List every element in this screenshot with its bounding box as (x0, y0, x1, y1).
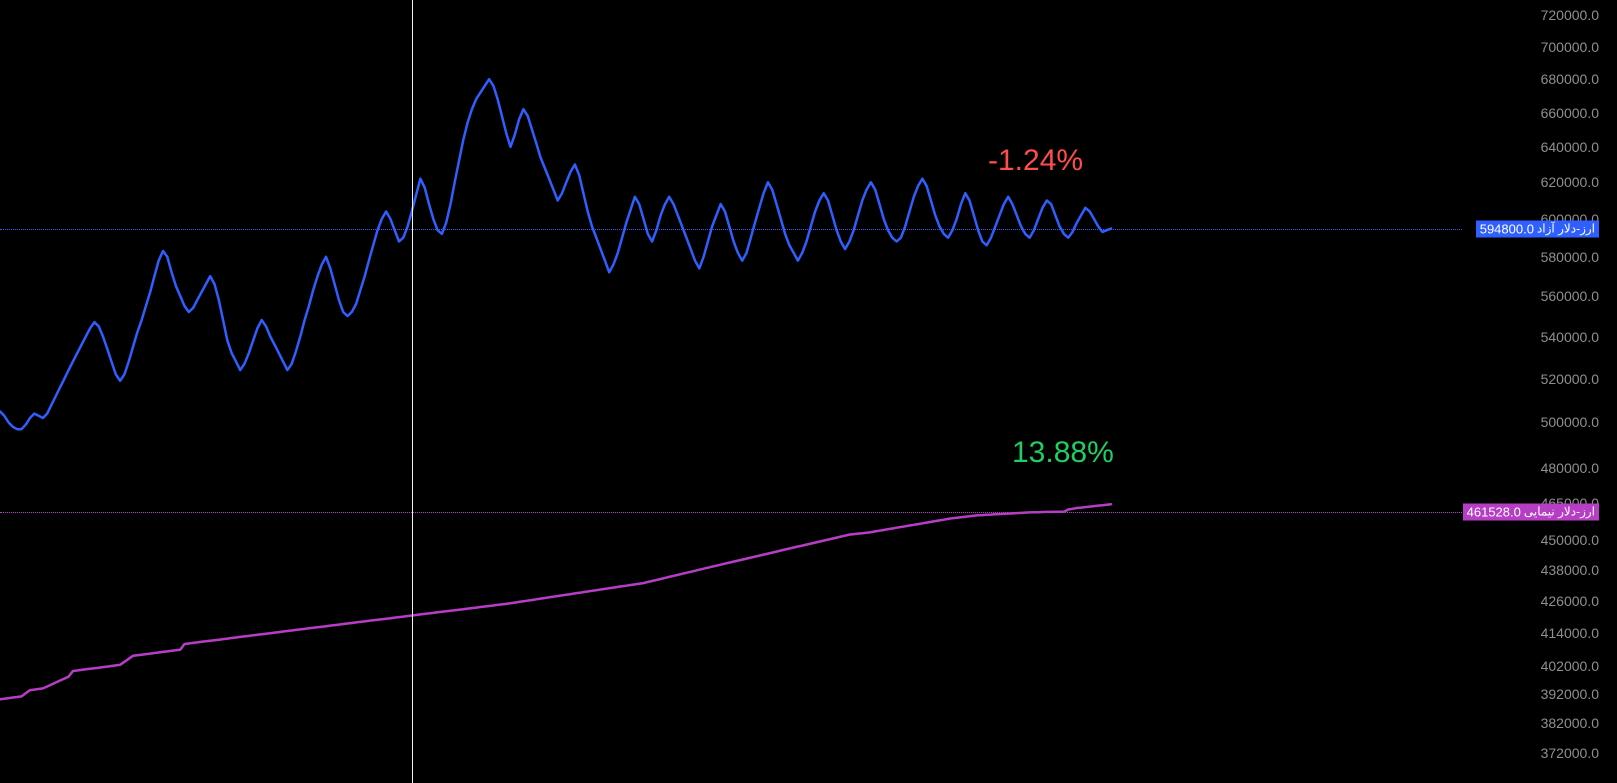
crosshair-vertical (412, 0, 413, 783)
y-tick: 414000.0 (1541, 625, 1599, 641)
y-tick: 426000.0 (1541, 593, 1599, 609)
y-tick: 580000.0 (1541, 249, 1599, 265)
last-price-line-usd-free (0, 229, 1462, 230)
y-tick: 620000.0 (1541, 174, 1599, 190)
y-tick: 480000.0 (1541, 460, 1599, 476)
price-tag-usd-nima: ارز-دلار نیمایی 461528.0 (1463, 503, 1599, 520)
y-tick: 520000.0 (1541, 371, 1599, 387)
y-tick: 660000.0 (1541, 105, 1599, 121)
y-tick: 382000.0 (1541, 715, 1599, 731)
series-line-usd_nima (0, 504, 1111, 699)
y-tick: 700000.0 (1541, 39, 1599, 55)
price-tag-value-usd-free: 594800.0 (1480, 221, 1534, 236)
price-tag-usd-free: ارز-دلار آزاد 594800.0 (1476, 220, 1599, 237)
y-tick: 560000.0 (1541, 288, 1599, 304)
y-tick: 540000.0 (1541, 329, 1599, 345)
percent-change-usd-free: -1.24% (988, 144, 1083, 178)
percent-change-usd-nima: 13.88% (1012, 436, 1114, 470)
series-line-usd_free (0, 79, 1111, 429)
price-tag-label-usd-free: ارز-دلار آزاد (1537, 222, 1595, 236)
price-tag-value-usd-nima: 461528.0 (1467, 504, 1521, 519)
y-tick: 402000.0 (1541, 658, 1599, 674)
chart-plot-area[interactable] (0, 0, 1462, 783)
y-tick: 500000.0 (1541, 414, 1599, 430)
y-tick: 720000.0 (1541, 7, 1599, 23)
price-tag-label-usd-nima: ارز-دلار نیمایی (1524, 505, 1595, 519)
y-tick: 640000.0 (1541, 139, 1599, 155)
y-tick: 438000.0 (1541, 562, 1599, 578)
price-chart[interactable]: 720000.0 700000.0 680000.0 660000.0 640000.0… (0, 0, 1617, 783)
last-price-line-usd-nima (0, 512, 1462, 513)
y-axis: 720000.0 700000.0 680000.0 660000.0 640000.0… (1462, 0, 1617, 783)
y-tick: 680000.0 (1541, 71, 1599, 87)
y-tick: 450000.0 (1541, 532, 1599, 548)
y-tick: 392000.0 (1541, 686, 1599, 702)
y-tick: 372000.0 (1541, 745, 1599, 761)
